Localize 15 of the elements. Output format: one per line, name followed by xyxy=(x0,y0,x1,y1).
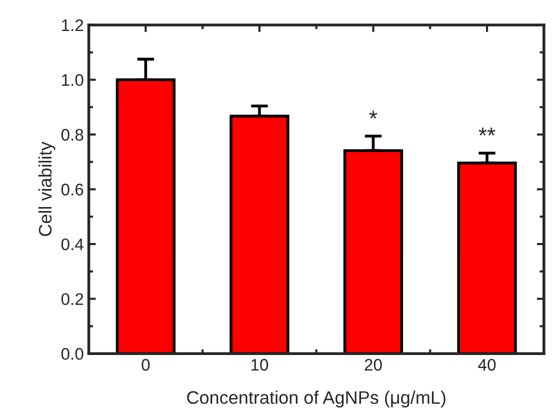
x-tick-label: 40 xyxy=(478,358,496,371)
y-tick-label: 0.0 xyxy=(61,348,84,360)
y-tick-label: 0.2 xyxy=(61,293,84,306)
x-tick-label: 20 xyxy=(364,358,382,371)
y-tick-label: 0.8 xyxy=(61,128,84,141)
y-tick-label: 0.4 xyxy=(61,238,84,250)
y-axis-title: Cell viability xyxy=(38,142,56,236)
x-axis-title: Concentration of AgNPs (μg/mL) xyxy=(187,390,446,408)
x-tick-label: 0 xyxy=(142,358,150,371)
y-tick-label: 1.2 xyxy=(62,19,84,31)
y-tick-label: 0.6 xyxy=(61,184,84,196)
annotation: ** xyxy=(478,128,496,136)
y-tick-label: 1.0 xyxy=(62,74,84,86)
x-tick-label: 10 xyxy=(251,358,268,371)
annotation: * xyxy=(369,110,378,118)
